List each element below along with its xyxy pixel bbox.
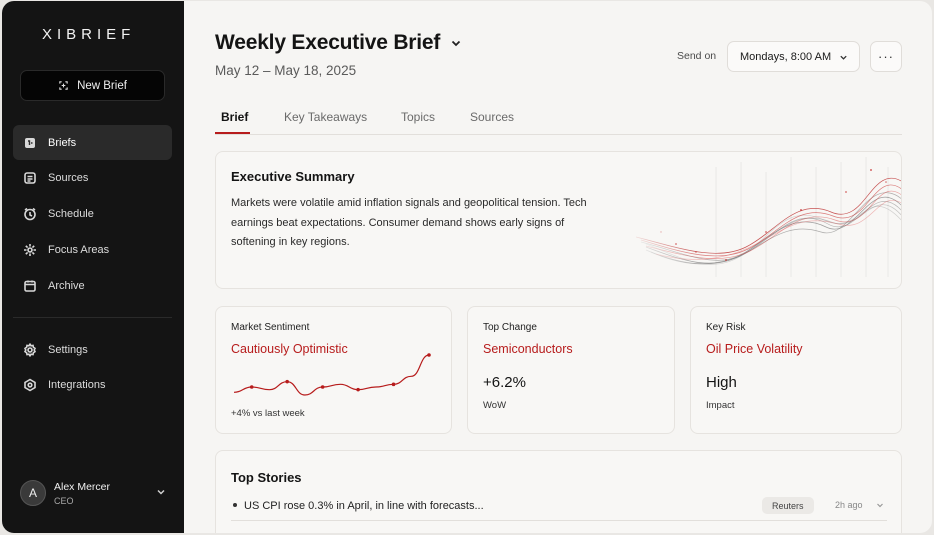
- more-options-button[interactable]: ···: [870, 41, 902, 72]
- key-risk-card: Key Risk Oil Price Volatility High Impac…: [690, 306, 902, 434]
- tab-topics[interactable]: Topics: [401, 110, 436, 124]
- tab-key-takeaways[interactable]: Key Takeaways: [284, 110, 368, 124]
- user-menu[interactable]: A Alex Mercer CEO: [20, 476, 170, 510]
- sidebar-item-label: Briefs: [48, 136, 77, 149]
- chevron-down-icon: [157, 489, 165, 495]
- sidebar: XIBRIEF New Brief Briefs Sources Schedul…: [2, 1, 184, 533]
- metric-big-value: High: [706, 374, 737, 391]
- sidebar-divider: [13, 317, 172, 318]
- sidebar-item-label: Schedule: [48, 208, 94, 221]
- new-brief-icon: [59, 81, 68, 90]
- sidebar-item-label: Sources: [48, 172, 89, 185]
- send-schedule-select[interactable]: Mondays, 8:00 AM: [727, 41, 860, 72]
- focus-icon: [24, 243, 36, 256]
- story-headline: US CPI rose 0.3% in April, in line with …: [244, 500, 484, 512]
- sidebar-item-integrations[interactable]: Integrations: [13, 368, 172, 403]
- main-content: Weekly Executive Brief May 12 – May 18, …: [184, 1, 932, 533]
- sparkline-point: [391, 382, 396, 387]
- metric-sub: WoW: [483, 400, 507, 411]
- sparkline-point: [320, 385, 325, 389]
- metric-value: Cautiously Optimistic: [231, 342, 348, 356]
- send-on-label: Send on: [677, 50, 717, 62]
- sidebar-item-briefs[interactable]: Briefs: [13, 125, 172, 160]
- tab-brief[interactable]: Brief: [221, 110, 249, 124]
- chevron-down-icon: [452, 40, 461, 47]
- bullet-icon: [233, 503, 237, 507]
- user-name: Alex Mercer: [54, 480, 111, 493]
- metric-label: Market Sentiment: [231, 322, 310, 333]
- sidebar-item-label: Integrations: [48, 379, 106, 392]
- date-range: May 12 – May 18, 2025: [215, 63, 357, 78]
- story-time: 2h ago: [835, 500, 863, 510]
- sidebar-item-settings[interactable]: Settings: [13, 332, 172, 367]
- sidebar-item-label: Focus Areas: [48, 243, 110, 256]
- sentiment-sparkline: [233, 353, 431, 396]
- sparkline-point: [285, 379, 289, 384]
- send-schedule-value: Mondays, 8:00 AM: [740, 50, 832, 63]
- briefs-icon: [25, 137, 35, 148]
- sidebar-item-schedule[interactable]: Schedule: [13, 197, 172, 232]
- new-brief-button[interactable]: New Brief: [20, 70, 165, 101]
- tab-bar: Brief Key Takeaways Topics Sources: [215, 106, 902, 135]
- sidebar-item-label: Settings: [48, 343, 88, 356]
- top-change-card: Top Change Semiconductors +6.2% WoW: [467, 306, 675, 434]
- schedule-icon: [24, 207, 36, 221]
- gear-icon: [23, 342, 37, 357]
- top-stories-title: Top Stories: [231, 470, 302, 485]
- tab-sources[interactable]: Sources: [470, 110, 515, 124]
- metric-label: Key Risk: [706, 322, 746, 333]
- metric-value: Semiconductors: [483, 342, 573, 356]
- sidebar-item-sources[interactable]: Sources: [13, 161, 172, 196]
- summary-title: Executive Summary: [231, 169, 355, 184]
- new-brief-label: New Brief: [77, 79, 127, 92]
- metric-big-value: +6.2%: [483, 374, 526, 391]
- list-item[interactable]: US CPI rose 0.3% in April, in line with …: [231, 495, 887, 521]
- summary-text: Markets were volatile amid inflation sig…: [231, 197, 587, 248]
- metric-label: Top Change: [483, 322, 537, 333]
- top-stories-card: Top Stories US CPI rose 0.3% in April, i…: [215, 450, 902, 533]
- source-badge: Reuters: [762, 497, 814, 514]
- active-tab-indicator: [215, 132, 250, 134]
- page-title: Weekly Executive Brief: [215, 31, 441, 54]
- sources-icon: [24, 172, 36, 185]
- metric-sub: +4% vs last week: [231, 408, 305, 419]
- sparkline-point: [356, 387, 360, 392]
- sidebar-nav: Briefs Sources Schedule Focus Areas Arch…: [13, 125, 172, 304]
- chevron-down-icon: [877, 503, 883, 508]
- market-sentiment-card: Market Sentiment Cautiously Optimistic +…: [215, 306, 452, 434]
- title-dropdown[interactable]: Weekly Executive Brief: [215, 31, 462, 55]
- sparkline-point: [249, 385, 254, 389]
- metric-value: Oil Price Volatility: [706, 342, 803, 356]
- executive-summary-card: Executive Summary Markets were volatile …: [215, 151, 902, 289]
- sidebar-item-focus-areas[interactable]: Focus Areas: [13, 232, 172, 267]
- user-role: CEO: [54, 495, 74, 506]
- integrations-icon: [24, 378, 36, 392]
- sparkline-point: [427, 353, 431, 357]
- sidebar-item-archive[interactable]: Archive: [13, 268, 172, 303]
- app-logo: XIBRIEF: [42, 26, 136, 43]
- metric-sub: Impact: [706, 400, 735, 411]
- market-wave-illustration: [626, 152, 901, 288]
- chevron-down-icon: [840, 55, 847, 60]
- sidebar-item-label: Archive: [48, 279, 85, 292]
- more-icon: ···: [878, 49, 894, 64]
- archive-icon: [24, 280, 36, 292]
- avatar: A: [20, 480, 46, 506]
- sparkline-line: [233, 354, 430, 396]
- sidebar-secondary-nav: Settings Integrations: [13, 332, 172, 404]
